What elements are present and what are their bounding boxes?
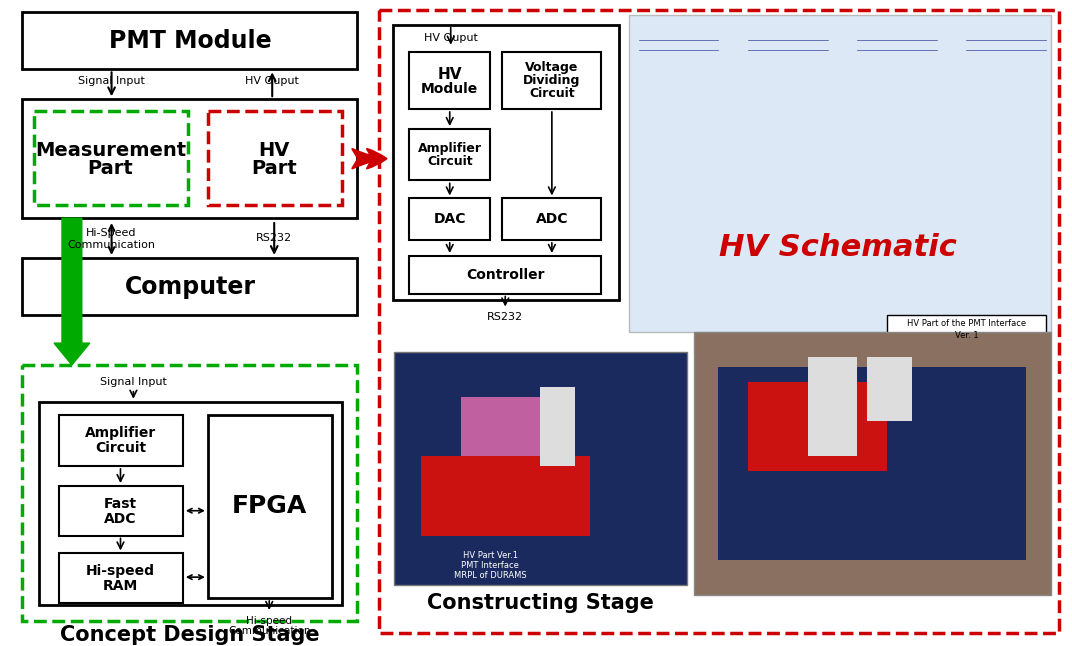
Bar (887, 315, 1045, 343)
Bar (694, 332, 1051, 595)
Text: Circuit: Circuit (530, 87, 575, 99)
Text: HV Part of the PMT Interface: HV Part of the PMT Interface (907, 318, 1026, 328)
Bar (394, 352, 687, 585)
Bar (40, 402, 342, 605)
Text: RAM: RAM (103, 579, 138, 593)
Bar (410, 256, 601, 293)
Bar (393, 25, 620, 300)
Text: Ver. 1: Ver. 1 (954, 331, 978, 340)
Bar (34, 111, 188, 205)
Bar (461, 397, 540, 456)
Bar (379, 10, 1059, 632)
Bar (23, 258, 357, 315)
Text: HV Ouput: HV Ouput (423, 33, 478, 43)
Bar (23, 12, 357, 69)
Bar (208, 111, 342, 205)
Bar (410, 52, 490, 109)
Text: Hi-Speed: Hi-Speed (87, 228, 137, 238)
Bar (503, 52, 601, 109)
Text: RS232: RS232 (256, 233, 293, 243)
Bar (59, 554, 183, 603)
Text: Computer: Computer (124, 275, 255, 298)
Bar (748, 382, 887, 471)
Text: Communication: Communication (228, 626, 311, 636)
Text: Constructing Stage: Constructing Stage (427, 593, 654, 613)
Text: Circuit: Circuit (95, 441, 146, 455)
Text: HV Schematic: HV Schematic (718, 233, 956, 262)
Bar (410, 198, 490, 240)
Text: PMT Module: PMT Module (108, 28, 271, 53)
Text: Fast: Fast (104, 497, 137, 511)
Text: Part: Part (88, 159, 133, 178)
Text: HV: HV (437, 67, 462, 82)
Text: Signal Input: Signal Input (100, 377, 167, 387)
Bar (867, 357, 912, 421)
Text: Hi-speed: Hi-speed (86, 564, 155, 578)
Text: FPGA: FPGA (232, 494, 307, 517)
Text: HV Part Ver.1: HV Part Ver.1 (463, 551, 518, 560)
Text: Amplifier: Amplifier (85, 426, 157, 441)
Text: Communication: Communication (68, 240, 155, 250)
Bar (540, 387, 575, 466)
Text: HV Ouput: HV Ouput (245, 76, 299, 87)
Bar (410, 129, 490, 180)
Text: MRPL of DURAMS: MRPL of DURAMS (455, 570, 526, 579)
Bar (23, 365, 357, 621)
Text: Concept Design Stage: Concept Design Stage (60, 625, 319, 645)
Text: Module: Module (421, 82, 478, 96)
Bar (503, 198, 601, 240)
Text: ADC: ADC (536, 212, 568, 226)
Bar (59, 486, 183, 536)
Text: HV: HV (258, 141, 289, 160)
Bar (718, 367, 1026, 560)
Text: Circuit: Circuit (427, 155, 473, 168)
Text: RS232: RS232 (487, 312, 523, 322)
Text: Controller: Controller (466, 267, 545, 282)
Text: DAC: DAC (433, 212, 466, 226)
Bar (23, 99, 357, 218)
Text: PMT Interface: PMT Interface (461, 561, 519, 570)
Text: Measurement: Measurement (35, 141, 187, 160)
Text: Voltage: Voltage (525, 61, 579, 74)
Polygon shape (54, 218, 90, 365)
Bar (807, 357, 858, 456)
Bar (59, 415, 183, 466)
Bar (629, 15, 1051, 332)
Bar (421, 456, 590, 536)
Text: Amplifier: Amplifier (418, 142, 481, 155)
Text: Dividing: Dividing (523, 74, 581, 87)
Text: Signal Input: Signal Input (78, 76, 145, 87)
Text: Part: Part (251, 159, 297, 178)
Text: Hi-speed: Hi-speed (247, 616, 293, 626)
Text: ADC: ADC (104, 512, 137, 526)
Bar (208, 415, 331, 598)
